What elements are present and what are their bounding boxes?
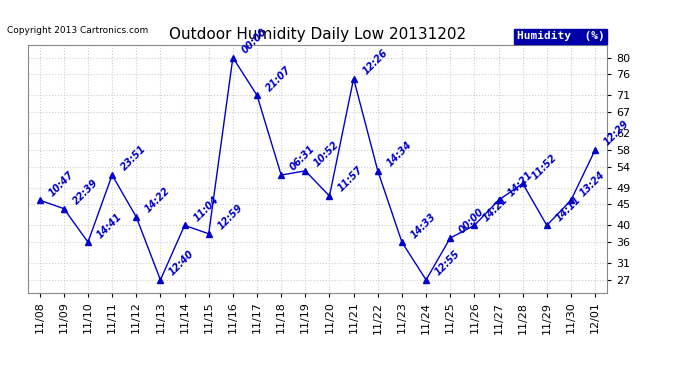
Text: 12:26: 12:26 xyxy=(361,48,389,76)
Text: 12:29: 12:29 xyxy=(602,119,631,148)
Text: 13:24: 13:24 xyxy=(578,169,607,198)
Text: Copyright 2013 Cartronics.com: Copyright 2013 Cartronics.com xyxy=(7,26,148,35)
Text: 10:47: 10:47 xyxy=(47,169,75,198)
Title: Outdoor Humidity Daily Low 20131202: Outdoor Humidity Daily Low 20131202 xyxy=(169,27,466,42)
Text: 14:22: 14:22 xyxy=(144,186,172,215)
Text: 11:04: 11:04 xyxy=(192,194,220,223)
Text: 23:51: 23:51 xyxy=(119,144,148,173)
Text: 22:39: 22:39 xyxy=(71,177,99,206)
Text: 06:31: 06:31 xyxy=(288,144,317,173)
Text: 14:34: 14:34 xyxy=(385,140,413,169)
Text: 11:57: 11:57 xyxy=(337,165,365,194)
Text: 12:55: 12:55 xyxy=(433,249,462,278)
Text: 14:21: 14:21 xyxy=(506,169,534,198)
Text: Humidity  (%): Humidity (%) xyxy=(517,32,604,41)
Text: 00:00: 00:00 xyxy=(240,27,268,56)
Text: 10:52: 10:52 xyxy=(313,140,341,169)
Text: 11:52: 11:52 xyxy=(530,152,558,181)
Text: 12:59: 12:59 xyxy=(216,203,244,232)
Text: 00:00: 00:00 xyxy=(457,207,486,236)
Text: 14:21: 14:21 xyxy=(482,194,510,223)
Text: 14:41: 14:41 xyxy=(95,211,124,240)
Text: 14:33: 14:33 xyxy=(409,211,437,240)
Text: 14:11: 14:11 xyxy=(554,194,582,223)
Text: 21:07: 21:07 xyxy=(264,64,293,93)
Text: 12:40: 12:40 xyxy=(168,249,196,278)
